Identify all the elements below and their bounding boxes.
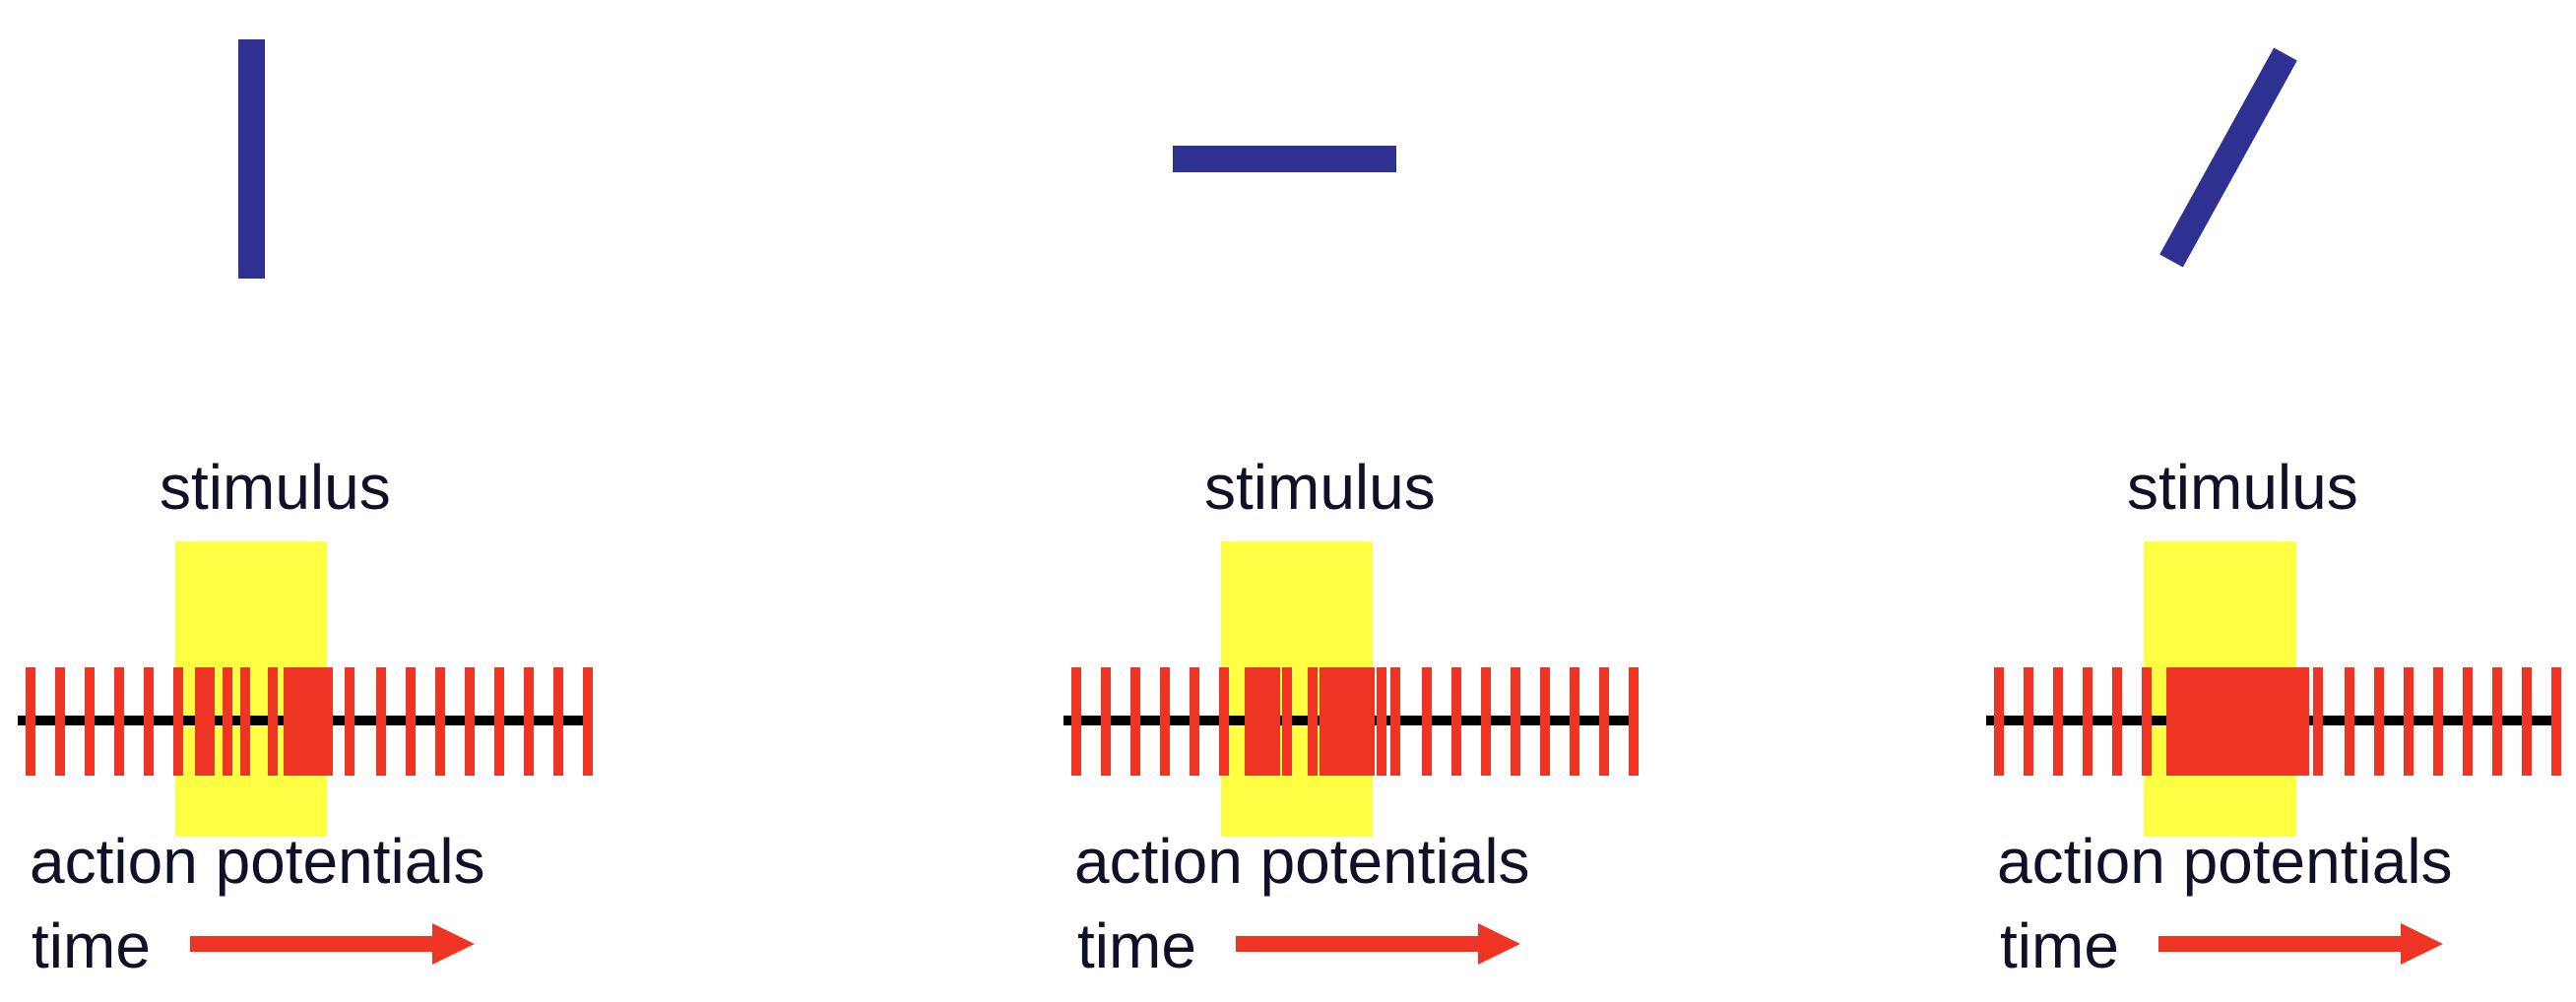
spike <box>2463 667 2473 776</box>
spike <box>1282 667 1292 776</box>
spike <box>1511 667 1520 776</box>
spike <box>583 667 593 776</box>
action-potentials-label: action potentials <box>30 826 485 897</box>
spike <box>1130 667 1140 776</box>
spike <box>2313 667 2323 776</box>
spike <box>1253 667 1262 776</box>
spike <box>1219 667 1229 776</box>
stimulus-label: stimulus <box>2127 452 2358 523</box>
spike <box>2053 667 2063 776</box>
spike <box>293 667 303 776</box>
time-arrow <box>2158 923 2443 965</box>
spike <box>1994 667 2004 776</box>
spike <box>2142 667 2152 776</box>
spike <box>2492 667 2502 776</box>
spike-train <box>26 667 593 776</box>
spike <box>205 667 215 776</box>
spike <box>144 667 154 776</box>
spike <box>1160 667 1170 776</box>
spike <box>1422 667 1432 776</box>
spike <box>2299 667 2309 776</box>
spike-train <box>1994 667 2561 776</box>
spike <box>1377 667 1386 776</box>
spike <box>114 667 124 776</box>
spike <box>1190 667 1199 776</box>
spike <box>494 667 504 776</box>
spike <box>313 667 323 776</box>
spike <box>465 667 475 776</box>
spike <box>1599 667 1609 776</box>
spike <box>223 667 232 776</box>
spike <box>284 667 293 776</box>
time-label: time <box>2000 910 2119 981</box>
spike <box>240 667 250 776</box>
spike <box>55 667 65 776</box>
action-potentials-label: action potentials <box>1074 826 1530 897</box>
spike <box>26 667 35 776</box>
spike <box>195 667 205 776</box>
spike <box>1270 667 1280 776</box>
spike <box>345 667 354 776</box>
spike <box>1570 667 1579 776</box>
stimulus-label: stimulus <box>160 452 391 523</box>
spike <box>376 667 386 776</box>
panel-3: stimulus action potentials time <box>1986 47 2561 981</box>
spike <box>1540 667 1550 776</box>
spike <box>1327 667 1337 776</box>
spike <box>85 667 95 776</box>
spike <box>1320 667 1329 776</box>
spike <box>2024 667 2033 776</box>
stimulus-bar-horizontal <box>1173 146 1396 172</box>
stimulus-bar-oblique <box>2159 47 2297 268</box>
spike <box>1355 667 1365 776</box>
spike <box>1245 667 1255 776</box>
spike <box>2551 667 2561 776</box>
spike <box>2083 667 2093 776</box>
time-arrow <box>1236 923 1520 965</box>
action-potentials-label: action potentials <box>1997 826 2453 897</box>
spike <box>323 667 333 776</box>
spike <box>524 667 534 776</box>
spike <box>435 667 445 776</box>
spike <box>1629 667 1639 776</box>
spike <box>2433 667 2443 776</box>
panel-1: stimulus action potentials time <box>18 39 593 981</box>
time-arrow <box>190 923 475 965</box>
spike <box>1101 667 1111 776</box>
spike <box>1308 667 1318 776</box>
spike <box>1260 667 1270 776</box>
spike <box>1451 667 1461 776</box>
stimulus-label: stimulus <box>1204 452 1436 523</box>
spike <box>1481 667 1491 776</box>
spike <box>1345 667 1355 776</box>
spike <box>268 667 278 776</box>
spike <box>2522 667 2532 776</box>
spike <box>1390 667 1400 776</box>
panel-2: stimulus action potentials time <box>1063 146 1639 981</box>
time-label: time <box>32 910 151 981</box>
spike <box>2404 667 2414 776</box>
spike <box>303 667 313 776</box>
spike <box>1335 667 1345 776</box>
spike <box>2112 667 2122 776</box>
spike <box>1071 667 1081 776</box>
spike <box>406 667 416 776</box>
spike-train <box>1071 667 1639 776</box>
stimulus-bar-vertical <box>238 39 265 279</box>
spike <box>2374 667 2384 776</box>
spike <box>2345 667 2354 776</box>
spike <box>553 667 563 776</box>
spike <box>173 667 183 776</box>
time-label: time <box>1077 910 1196 981</box>
spike <box>1365 667 1375 776</box>
